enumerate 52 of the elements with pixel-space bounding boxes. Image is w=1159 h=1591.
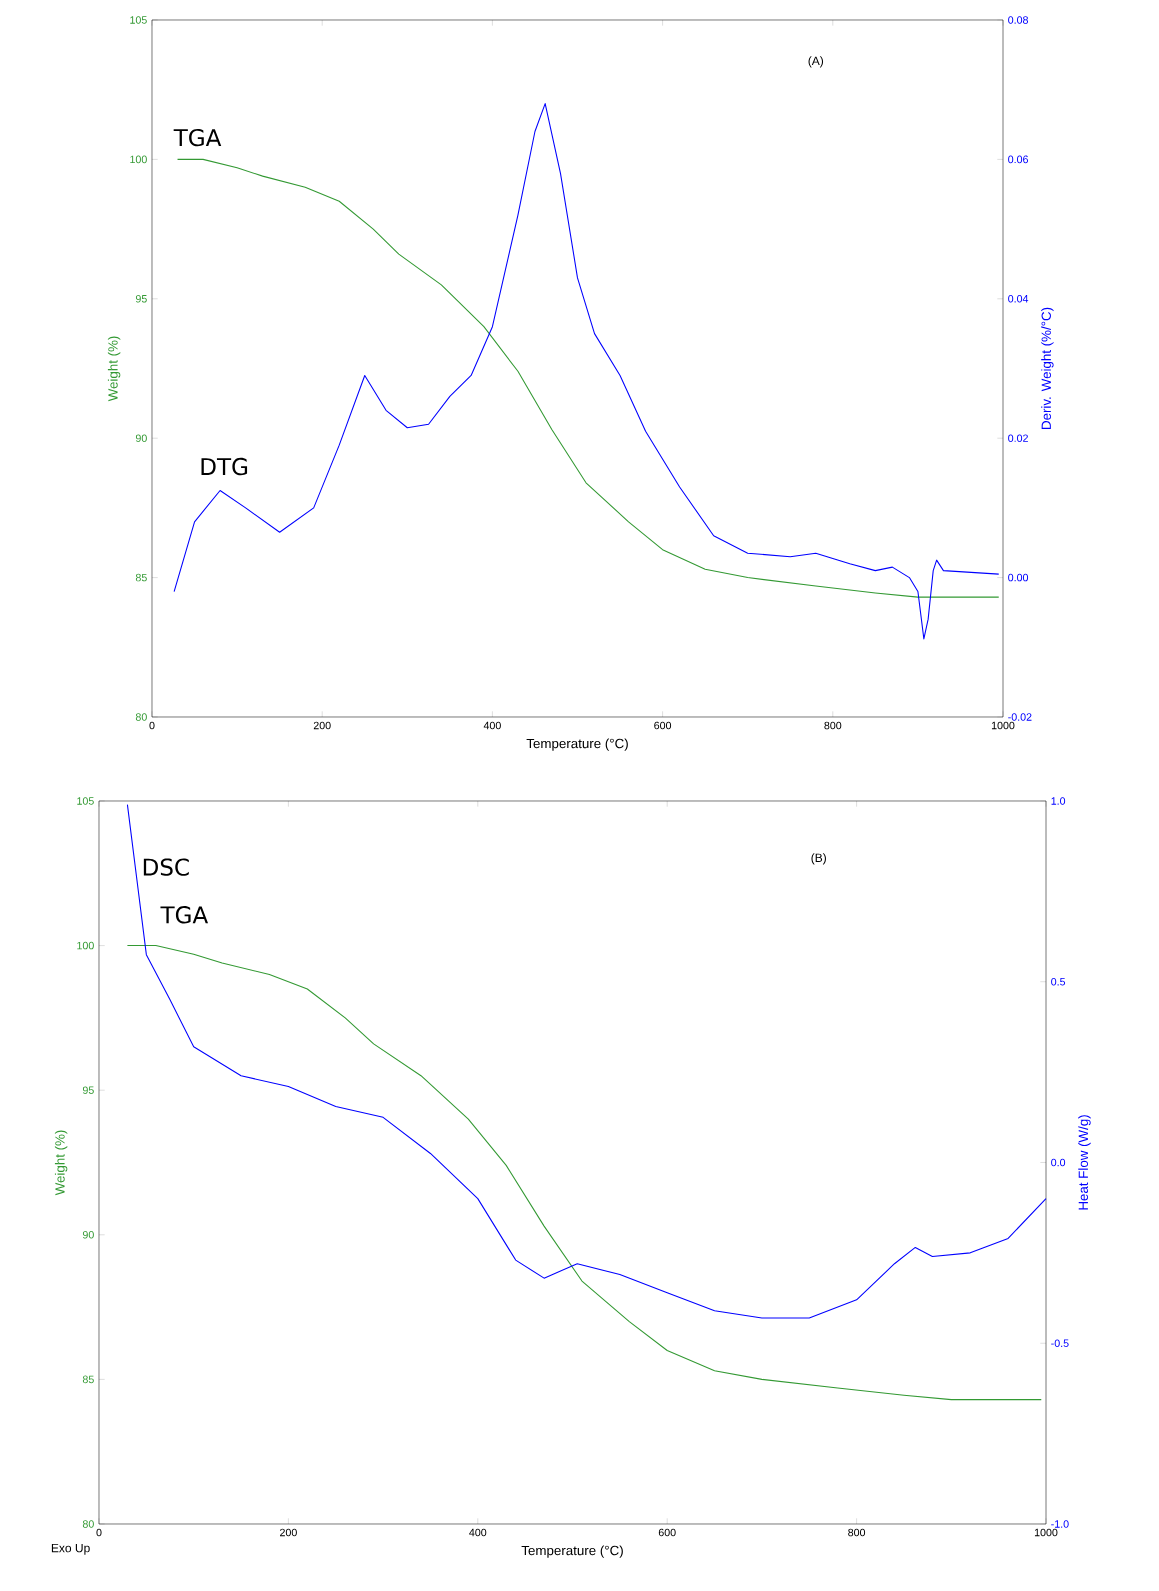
y-tick-label: 100	[77, 941, 94, 950]
x-tick-label: 1000	[991, 721, 1015, 730]
y2-tick-label: -0.02	[1008, 713, 1032, 721]
y2-tick-label: 1.0	[1051, 797, 1066, 805]
x-tick-label: 1000	[1034, 1528, 1058, 1537]
y2-tick-label: 0.04	[1008, 295, 1029, 303]
x-tick-label: 600	[658, 1528, 676, 1537]
y-axis-title: Weight (%)	[54, 1130, 68, 1196]
x-tick-label: 200	[280, 1528, 297, 1537]
y-tick-label: 85	[135, 573, 147, 582]
series-label: TGA	[173, 128, 222, 147]
y-tick-label: 85	[82, 1375, 94, 1384]
line-series	[126, 804, 1047, 1319]
y2-tick-label: -1.0	[1051, 1520, 1069, 1528]
y-tick-label: 105	[130, 16, 147, 24]
y2-tick-label: 0.5	[1051, 977, 1066, 986]
series-label: TGA	[160, 906, 209, 924]
y-tick-label: 95	[135, 295, 147, 303]
y2-tick-label: 0.00	[1008, 573, 1029, 582]
y-tick-label: 90	[135, 434, 147, 442]
x-tick-label: 400	[483, 721, 501, 730]
x-tick-label: 800	[824, 721, 842, 730]
x-tick-label: 200	[313, 721, 331, 730]
y2-tick-label: 0.02	[1008, 434, 1028, 442]
line-series	[126, 945, 1042, 1401]
y2-axis-title: Heat Flow (W/g)	[1078, 1115, 1091, 1210]
x-tick-label: 400	[469, 1528, 487, 1537]
y2-axis-title: Deriv. Weight (%/°C)	[1041, 307, 1054, 429]
series-label: DTG	[201, 457, 248, 476]
annotation: (A)	[808, 56, 824, 68]
x-axis-title: Temperature (°C)	[526, 738, 628, 751]
y2-tick-label: -0.5	[1051, 1339, 1069, 1348]
line-series	[176, 158, 1000, 598]
y-tick-label: 105	[77, 797, 94, 805]
y-tick-label: 95	[82, 1086, 94, 1094]
series-label: DSC	[143, 858, 189, 876]
annotation: (B)	[811, 853, 826, 865]
y-tick-label: 80	[82, 1520, 94, 1528]
x-tick-label: 0	[96, 1528, 102, 1537]
y-tick-label: 100	[130, 155, 147, 164]
line-series	[173, 103, 1000, 640]
x-axis-title: Temperature (°C)	[521, 1545, 623, 1558]
y2-tick-label: 0.06	[1008, 155, 1028, 164]
y2-tick-label: 0.08	[1008, 16, 1028, 24]
y-tick-label: 90	[82, 1231, 94, 1239]
x-tick-label: 800	[848, 1528, 866, 1537]
x-tick-label: 0	[149, 721, 155, 730]
y2-tick-label: 0.0	[1051, 1158, 1066, 1167]
y-axis-title: Weight (%)	[107, 336, 121, 402]
text: Exo Up	[51, 1543, 90, 1555]
x-tick-label: 600	[654, 721, 672, 730]
y-tick-label: 80	[135, 713, 147, 721]
